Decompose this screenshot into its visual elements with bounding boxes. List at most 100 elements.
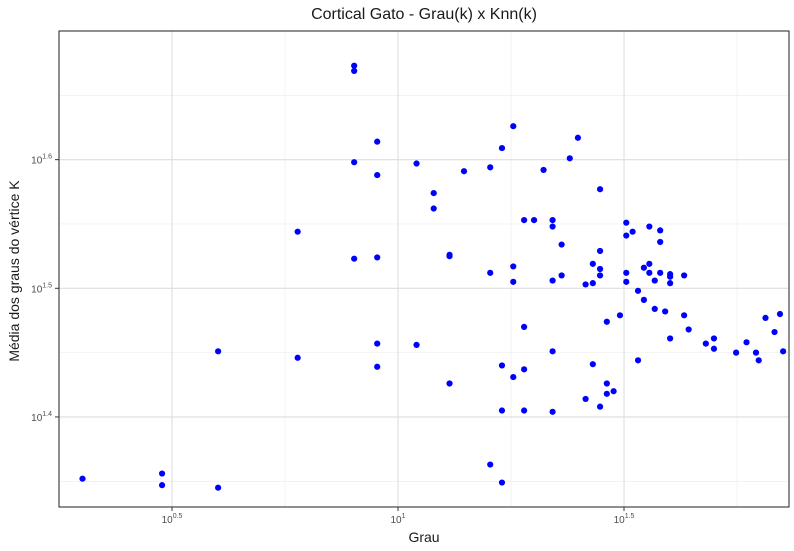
data-point — [566, 155, 573, 162]
data-point — [640, 296, 648, 303]
x-tick-label: 100.5 — [162, 513, 183, 526]
data-point — [657, 238, 664, 246]
y-tick-label: 101.6 — [31, 154, 52, 167]
data-point — [487, 269, 494, 276]
data-point — [374, 340, 381, 347]
data-point — [549, 223, 556, 230]
data-point — [351, 67, 358, 74]
data-point — [755, 357, 762, 364]
data-point — [662, 308, 669, 315]
data-point — [667, 280, 674, 287]
data-point — [413, 341, 420, 349]
data-point — [780, 348, 787, 355]
data-point — [596, 265, 604, 273]
data-point — [374, 138, 381, 145]
data-point — [603, 318, 610, 325]
data-point — [733, 349, 740, 356]
data-point — [657, 227, 664, 234]
data-point — [603, 380, 610, 387]
data-point — [498, 479, 506, 486]
x-axis-title: Grau — [408, 529, 440, 545]
data-point — [430, 189, 437, 197]
y-axis-title: Média dos graus do vértice K — [6, 180, 22, 362]
data-point — [685, 326, 692, 333]
data-point — [667, 271, 674, 278]
data-point — [651, 277, 658, 284]
data-point — [603, 390, 610, 397]
data-point — [596, 186, 604, 193]
data-point — [558, 272, 565, 279]
data-point — [79, 475, 86, 482]
data-point — [430, 205, 437, 212]
data-point — [446, 253, 453, 260]
plot-panel-border — [58, 30, 790, 508]
data-point — [667, 335, 674, 342]
data-point — [596, 247, 604, 255]
data-point — [710, 335, 718, 342]
data-point — [510, 123, 517, 130]
y-tick-label: 101.4 — [31, 411, 52, 424]
data-point — [374, 171, 381, 179]
data-point — [510, 373, 517, 381]
data-point — [623, 278, 630, 285]
data-point — [762, 314, 769, 321]
data-point — [294, 228, 301, 235]
data-point — [294, 354, 301, 361]
data-point — [215, 348, 222, 355]
data-point — [351, 255, 358, 262]
data-point — [558, 241, 565, 248]
data-point — [771, 328, 778, 336]
data-point — [629, 228, 636, 235]
data-point — [623, 232, 630, 239]
data-point — [158, 470, 166, 477]
data-point — [521, 217, 528, 224]
data-point — [623, 269, 630, 276]
data-point — [646, 223, 653, 230]
data-point — [681, 312, 688, 319]
data-point — [634, 357, 642, 364]
data-point — [582, 395, 589, 403]
data-point — [530, 217, 538, 224]
data-point — [549, 408, 556, 415]
data-point — [589, 361, 596, 368]
data-point — [521, 366, 528, 373]
data-point — [681, 272, 688, 279]
data-point — [521, 323, 528, 330]
data-point — [646, 260, 653, 267]
data-point — [640, 264, 648, 271]
data-point — [510, 263, 517, 270]
data-point — [549, 348, 556, 355]
data-point — [498, 362, 506, 369]
data-point — [487, 461, 494, 468]
data-point — [596, 272, 604, 279]
data-point — [702, 340, 709, 347]
data-point — [521, 407, 528, 414]
data-point — [215, 484, 222, 491]
data-point — [589, 260, 596, 267]
data-point — [413, 160, 420, 167]
data-point — [510, 278, 517, 285]
data-point — [623, 219, 630, 226]
data-point — [351, 159, 358, 166]
data-point — [743, 339, 750, 346]
data-point — [374, 363, 381, 370]
data-point — [646, 269, 653, 276]
data-point — [158, 482, 166, 489]
data-point — [351, 62, 358, 69]
data-point — [498, 407, 506, 414]
data-point — [657, 269, 664, 276]
data-point — [596, 403, 604, 410]
data-point — [589, 280, 596, 287]
data-point — [374, 254, 381, 261]
data-point — [487, 164, 494, 171]
data-point — [616, 312, 624, 319]
x-tick-label: 101.5 — [614, 513, 635, 526]
data-point — [446, 380, 453, 387]
data-point — [634, 287, 642, 294]
data-point — [610, 388, 617, 395]
data-point — [460, 168, 468, 175]
data-point — [574, 134, 582, 141]
data-point — [549, 277, 556, 284]
data-point — [498, 144, 506, 152]
